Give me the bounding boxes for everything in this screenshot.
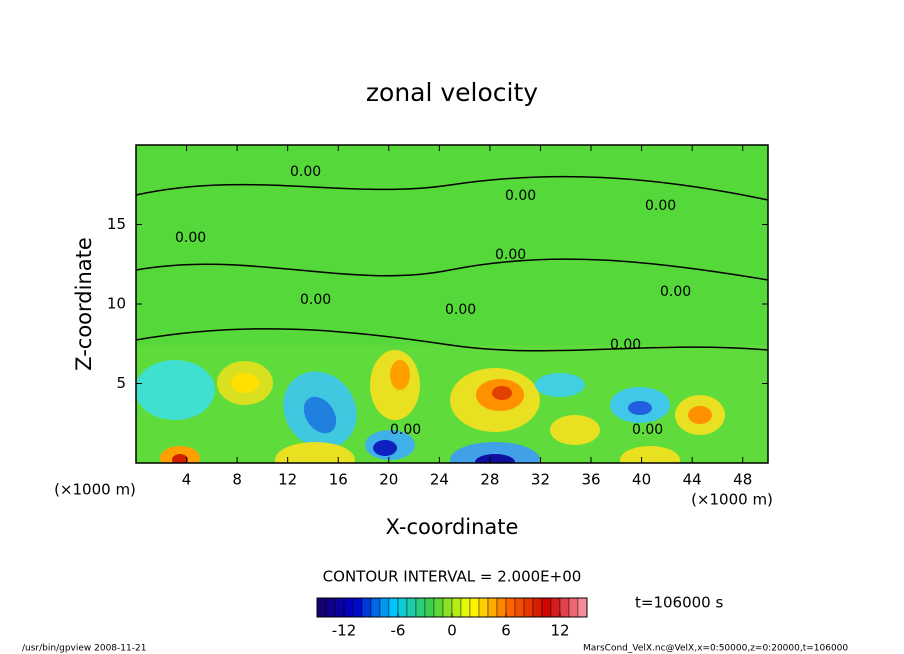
y-tick-label: 10 [107,295,126,313]
colorbar-cell [406,597,417,618]
colorbar-cell [433,597,444,618]
colorbar-cell [361,597,372,618]
colorbar-cell [478,597,489,618]
colorbar-cell [415,597,426,618]
colorbar-tick-label: 6 [501,622,511,640]
x-unit-left: (×1000 m) [54,481,136,499]
contour-label: 0.00 [660,284,691,300]
colorbar-tick-label: -6 [391,622,406,640]
contour-label: 0.00 [610,337,641,353]
colorbar-cell [559,597,570,618]
colorbar-cell [388,597,399,618]
contour-label: 0.00 [445,302,476,318]
colorbar-cell [442,597,453,618]
x-tick-label: 32 [531,471,550,489]
colorbar-cell [325,597,336,618]
colorbar-cell [343,597,354,618]
x-unit-right: (×1000 m) [691,491,773,509]
contour-interval: CONTOUR INTERVAL = 2.000E+00 [323,568,582,586]
x-tick-label: 44 [683,471,702,489]
x-tick-label: 36 [581,471,600,489]
x-tick-label: 12 [278,471,297,489]
x-tick-label: 48 [733,471,752,489]
colorbar-cell [496,597,507,618]
y-tick-label: 15 [107,215,126,233]
colorbar-cell [577,597,588,618]
x-axis-label: X-coordinate [386,515,519,539]
colorbar-cell [505,597,516,618]
colorbar-cell [532,597,543,618]
colorbar-cell [550,597,561,618]
colorbar-cell [334,597,345,618]
colorbar-cell [451,597,462,618]
colorbar-cell [460,597,471,618]
colorbar-cell [541,597,552,618]
x-tick-label: 28 [480,471,499,489]
colorbar-cell [568,597,579,618]
contour-label: 0.00 [645,198,676,214]
colorbar-cell [370,597,381,618]
colorbar-tick-label: 12 [550,622,569,640]
x-tick-label: 4 [182,471,192,489]
contour-label: 0.00 [495,247,526,263]
field [136,145,768,463]
footer-left: /usr/bin/gpview 2008-11-21 [22,644,146,654]
colorbar-cell [487,597,498,618]
y-axis-label: Z-coordinate [72,237,96,371]
contour-label: 0.00 [505,188,536,204]
x-tick-label: 8 [232,471,242,489]
colorbar-cell [397,597,408,618]
colorbar-cell [379,597,390,618]
x-tick-label: 20 [379,471,398,489]
x-tick-label: 16 [329,471,348,489]
contour-label: 0.00 [290,164,321,180]
colorbar-tick-label: -12 [332,622,357,640]
contour-label: 0.00 [632,422,663,438]
contour-label: 0.00 [390,422,421,438]
x-tick-label: 40 [632,471,651,489]
contour-label: 0.00 [300,292,331,308]
colorbar-cell [514,597,525,618]
colorbar-tick-label: 0 [447,622,457,640]
colorbar-cell [316,597,327,618]
colorbar-cell [469,597,480,618]
y-tick-label: 5 [116,374,126,392]
colorbar-cell [523,597,534,618]
colorbar-cell [352,597,363,618]
x-tick-label: 24 [430,471,449,489]
contour-label: 0.00 [175,230,206,246]
footer-right: MarsCond_VelX.nc@VelX,x=0:50000,z=0:2000… [583,644,848,654]
chart-title: zonal velocity [366,78,538,107]
time-label: t=106000 s [635,594,723,612]
colorbar-cell [424,597,435,618]
